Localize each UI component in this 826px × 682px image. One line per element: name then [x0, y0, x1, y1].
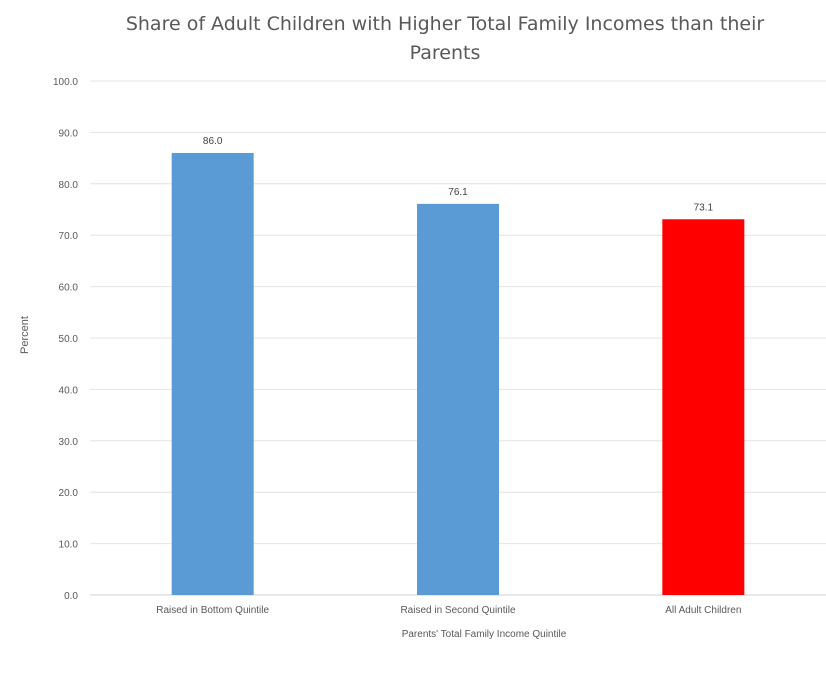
y-tick-label: 100.0 [53, 77, 78, 88]
data-label: 76.1 [448, 187, 468, 198]
y-tick-label: 60.0 [59, 283, 79, 294]
y-tick-label: 50.0 [59, 334, 79, 345]
y-tick-label: 30.0 [59, 437, 79, 448]
x-tick-label: All Adult Children [665, 605, 741, 616]
data-label: 73.1 [694, 202, 714, 213]
y-tick-label: 90.0 [59, 128, 79, 139]
x-axis-label: Parents' Total Family Income Quintile [402, 629, 567, 640]
x-tick-label: Raised in Bottom Quintile [156, 605, 269, 616]
y-tick-label: 80.0 [59, 180, 79, 191]
bar [662, 219, 745, 596]
data-label: 86.0 [203, 136, 223, 147]
y-tick-label: 10.0 [59, 540, 79, 551]
chart-title: Share of Adult Children with Higher Tota… [125, 13, 765, 64]
y-tick-label: 20.0 [59, 488, 79, 499]
y-tick-label: 40.0 [59, 385, 79, 396]
y-tick-label: 0.0 [64, 591, 78, 602]
bar [171, 152, 254, 595]
bar [417, 203, 499, 595]
y-tick-label: 70.0 [59, 231, 79, 242]
x-tick-label: Raised in Second Quintile [400, 605, 516, 616]
y-axis-label: Percent [19, 316, 31, 354]
